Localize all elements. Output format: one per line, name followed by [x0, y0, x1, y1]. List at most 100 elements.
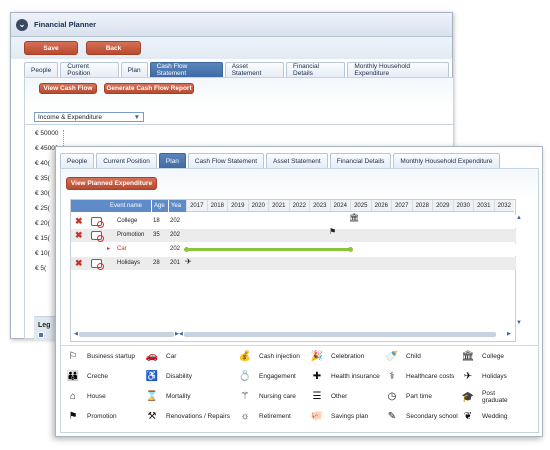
- tab-financial-details[interactable]: Financial Details: [329, 153, 392, 168]
- legend-item: 💰 Cash injection: [239, 350, 300, 362]
- y-tick-label: € 40(: [35, 160, 50, 167]
- nursing-care-icon: ⚚: [240, 390, 250, 402]
- delete-icon[interactable]: ✖: [75, 230, 83, 240]
- year-2022: 2022: [288, 200, 310, 211]
- legend-label: College: [482, 352, 505, 360]
- y-tick-label: € 45000: [35, 145, 59, 152]
- legend-label: Creche: [87, 372, 108, 380]
- legend-label: Part time: [406, 392, 433, 400]
- horizontal-scrollbar-timeline[interactable]: [184, 332, 496, 337]
- legend-item: ◷ Part time: [386, 390, 432, 402]
- scroll-right-icon[interactable]: ▶: [175, 331, 179, 337]
- back-button[interactable]: Back: [86, 41, 141, 55]
- year-2027: 2027: [391, 200, 412, 211]
- tab-cash-flow-statement[interactable]: Cash Flow Statement: [149, 62, 223, 77]
- legend-label: Celebration: [331, 352, 365, 360]
- scroll-left-icon[interactable]: ◀: [74, 331, 78, 337]
- college-icon: 🏛: [461, 350, 475, 362]
- chart-type-select[interactable]: Income & Expenditure ▼: [34, 112, 144, 122]
- creche-icon: 👪: [66, 370, 80, 382]
- legend-label: Disability: [166, 372, 193, 380]
- event-year: 202: [170, 218, 181, 224]
- y-tick-label: € 20(: [35, 220, 50, 227]
- legend-label: Retirement: [259, 412, 291, 420]
- table-row[interactable]: ✖ Holidays 28 201: [71, 257, 516, 270]
- tab-plan[interactable]: Plan: [120, 62, 148, 77]
- edit-icon[interactable]: [91, 231, 104, 242]
- scroll-up-icon[interactable]: ▲: [516, 215, 522, 221]
- event-name: College: [117, 218, 138, 224]
- legend-item: ✎ Secondary school: [386, 410, 458, 422]
- legend-item: ✚ Health insurance: [311, 370, 380, 382]
- tab-monthly-household-expenditure[interactable]: Monthly Household Expenditure: [347, 62, 449, 77]
- post-graduate-icon: 🎓: [461, 391, 475, 403]
- year-2030: 2030: [452, 200, 474, 211]
- generate-report-button[interactable]: Generate Cash Flow Report: [104, 83, 194, 94]
- tab-asset-statement[interactable]: Asset Statement: [266, 153, 328, 168]
- legend-label: Business startup: [87, 352, 136, 360]
- delete-icon[interactable]: ✖: [75, 258, 83, 268]
- engagement-icon: 💍: [238, 370, 252, 382]
- car-timeline-bar[interactable]: [186, 248, 352, 251]
- legend-item: ⚑ Promotion: [67, 410, 117, 422]
- edit-icon[interactable]: [91, 217, 104, 228]
- legend-item: 🎓 Post graduate: [462, 390, 522, 404]
- health-insurance-icon: ✚: [312, 370, 322, 382]
- disability-icon: ♿: [145, 370, 159, 382]
- timeline-scroll-right-icon[interactable]: ▶: [507, 331, 511, 337]
- edit-icon[interactable]: [91, 259, 104, 270]
- tab-monthly-household-expenditure[interactable]: Monthly Household Expenditure: [393, 153, 500, 168]
- legend-item: 🎉 Celebration: [311, 350, 364, 362]
- legend-item: 🏛 College: [462, 350, 504, 362]
- legend-item: ⚐ Business startup: [67, 350, 136, 362]
- tab-current-position[interactable]: Current Position: [96, 153, 157, 168]
- legend-label: Car: [166, 352, 177, 360]
- holidays-icon: ✈: [463, 370, 473, 382]
- y-tick-label: € 50000: [35, 130, 59, 137]
- college-marker-icon[interactable]: 🏛: [349, 213, 360, 222]
- event-year: 201: [170, 260, 181, 266]
- header-event-name: Event name: [107, 200, 151, 212]
- legend-item: 🍼 Child: [386, 350, 421, 362]
- legend-label: Mortality: [166, 392, 191, 400]
- tab-financial-details[interactable]: Financial Details: [286, 62, 346, 77]
- table-row[interactable]: ✖ Promotion 35 202: [71, 229, 516, 242]
- year-2018: 2018: [206, 200, 228, 211]
- collapse-chevron-icon[interactable]: ⌄: [16, 18, 28, 31]
- tab-plan[interactable]: Plan: [158, 153, 186, 168]
- event-name: Car: [117, 246, 127, 252]
- retirement-icon: ☼: [240, 410, 250, 422]
- tab-people[interactable]: People: [60, 153, 95, 168]
- year-2017: 2017: [186, 200, 207, 211]
- save-button[interactable]: Save: [24, 41, 78, 55]
- expand-arrow-icon[interactable]: ▸: [107, 246, 111, 252]
- legend-item: ⚕ Healthcare costs: [386, 370, 454, 382]
- legend-label: Leg: [38, 322, 51, 329]
- view-cash-flow-button[interactable]: View Cash Flow: [39, 83, 97, 94]
- scroll-down-icon[interactable]: ▼: [516, 320, 522, 326]
- promotion-marker-icon[interactable]: ⚑: [329, 227, 337, 236]
- table-row[interactable]: ✖ College 18 202: [71, 215, 516, 228]
- timeline-scroll-left-icon[interactable]: ◀: [179, 331, 183, 337]
- tab-current-position[interactable]: Current Position: [60, 62, 119, 77]
- holidays-marker-icon[interactable]: ✈: [185, 257, 192, 266]
- event-age: 18: [153, 218, 160, 224]
- year-2029: 2029: [432, 200, 453, 211]
- year-2026: 2026: [370, 200, 392, 211]
- house-icon: ⌂: [69, 390, 77, 402]
- legend-label: Nursing care: [259, 392, 296, 400]
- y-tick-label: € 25(: [35, 205, 50, 212]
- legend-label: Renovations / Repairs: [166, 412, 230, 420]
- legend-label: House: [87, 392, 106, 400]
- savings-plan-icon: 🐖: [310, 410, 324, 422]
- view-planned-expenditure-button[interactable]: View Planned Expenditure: [66, 177, 157, 190]
- child-icon: 🍼: [385, 350, 399, 362]
- delete-icon[interactable]: ✖: [75, 216, 83, 226]
- legend-label: Other: [331, 392, 348, 400]
- horizontal-scrollbar-left[interactable]: [79, 332, 174, 337]
- legend-item: ⌛ Mortality: [146, 390, 191, 402]
- tab-asset-statement[interactable]: Asset Statement: [224, 62, 285, 77]
- legend-item: ⌂ House: [67, 390, 106, 402]
- tab-people[interactable]: People: [24, 62, 59, 77]
- tab-cash-flow-statement[interactable]: Cash Flow Statement: [187, 153, 265, 168]
